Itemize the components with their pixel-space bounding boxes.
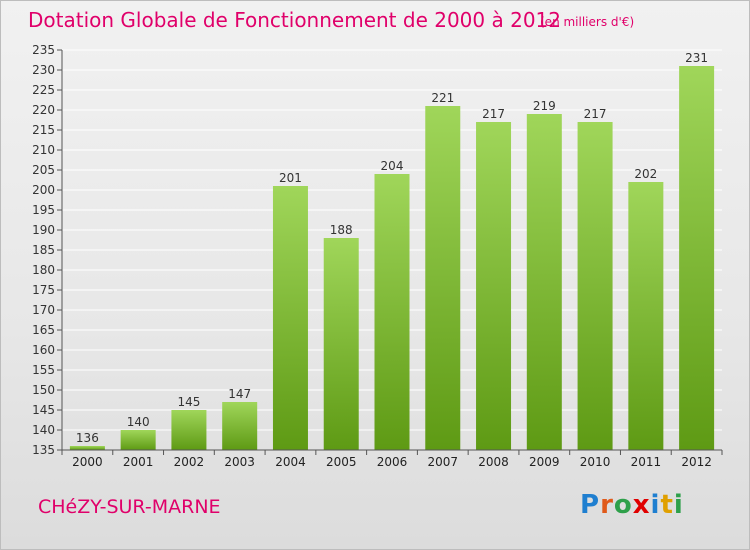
logo-letter: x	[632, 490, 651, 520]
data-label-2009: 219	[533, 99, 556, 113]
x-tick-label-2012: 2012	[681, 455, 712, 469]
bar-2008	[476, 122, 512, 450]
y-tick-label: 225	[32, 83, 55, 97]
x-tick-label-2001: 2001	[123, 455, 154, 469]
y-tick-label: 190	[32, 223, 55, 237]
logo-letter: i	[673, 490, 684, 520]
bars	[69, 66, 715, 450]
y-tick-label: 210	[32, 143, 55, 157]
y-tick-label: 170	[32, 303, 55, 317]
data-label-2001: 140	[127, 415, 150, 429]
bar-2012	[679, 66, 715, 450]
bar-2003	[222, 402, 258, 450]
proxiti-logo: Proxiti	[580, 490, 684, 520]
labels: 135 140 145 150 155 160 165 170 175 180 185 190 195 2…	[32, 43, 712, 469]
bar-2005	[323, 238, 359, 450]
y-tick-label: 230	[32, 63, 55, 77]
bar-2002	[171, 410, 207, 450]
y-tick-label: 140	[32, 423, 55, 437]
logo-letter: t	[660, 490, 674, 520]
data-label-2002: 145	[177, 395, 200, 409]
data-label-2005: 188	[330, 223, 353, 237]
bar-2007	[425, 106, 461, 450]
y-tick-label: 215	[32, 123, 55, 137]
y-tick-label: 235	[32, 43, 55, 57]
x-tick-label-2011: 2011	[631, 455, 662, 469]
data-label-2010: 217	[584, 107, 607, 121]
chart-title: Dotation Globale de Fonctionnement de 20…	[28, 8, 561, 32]
x-tick-label-2003: 2003	[224, 455, 255, 469]
logo-letter: P	[580, 490, 601, 520]
data-label-2004: 201	[279, 171, 302, 185]
x-tick-label-2006: 2006	[377, 455, 408, 469]
y-tick-label: 135	[32, 443, 55, 457]
y-tick-label: 155	[32, 363, 55, 377]
commune-name: CHéZY-SUR-MARNE	[38, 496, 221, 518]
y-tick-label: 205	[32, 163, 55, 177]
bar-2009	[526, 114, 562, 450]
y-tick-label: 160	[32, 343, 55, 357]
data-label-2003: 147	[228, 387, 251, 401]
bar-2000	[69, 446, 105, 450]
data-label-2012: 231	[685, 51, 708, 65]
data-label-2000: 136	[76, 431, 99, 445]
x-tick-label-2010: 2010	[580, 455, 611, 469]
data-label-2011: 202	[634, 167, 657, 181]
axes	[57, 49, 723, 455]
logo-letter: r	[600, 490, 614, 520]
chart-unit: (en milliers d'€)	[540, 15, 635, 29]
logo-letter: o	[613, 490, 633, 520]
bar-2006	[374, 174, 410, 450]
data-label-2006: 204	[381, 159, 404, 173]
x-tick-label-2008: 2008	[478, 455, 509, 469]
x-tick-label-2007: 2007	[427, 455, 458, 469]
x-tick-label-2004: 2004	[275, 455, 306, 469]
y-tick-label: 220	[32, 103, 55, 117]
bar-2011	[628, 182, 664, 450]
x-tick-label-2009: 2009	[529, 455, 560, 469]
x-tick-label-2002: 2002	[174, 455, 205, 469]
bar-2001	[120, 430, 156, 450]
y-tick-label: 200	[32, 183, 55, 197]
y-tick-label: 175	[32, 283, 55, 297]
data-label-2007: 221	[431, 91, 454, 105]
y-tick-label: 185	[32, 243, 55, 257]
y-tick-label: 195	[32, 203, 55, 217]
data-label-2008: 217	[482, 107, 505, 121]
x-tick-label-2000: 2000	[72, 455, 103, 469]
bar-2010	[577, 122, 613, 450]
x-tick-label-2005: 2005	[326, 455, 357, 469]
y-tick-label: 145	[32, 403, 55, 417]
y-tick-label: 180	[32, 263, 55, 277]
y-tick-label: 150	[32, 383, 55, 397]
y-tick-label: 165	[32, 323, 55, 337]
logo-letter: i	[650, 490, 661, 520]
bar-2004	[272, 186, 308, 450]
